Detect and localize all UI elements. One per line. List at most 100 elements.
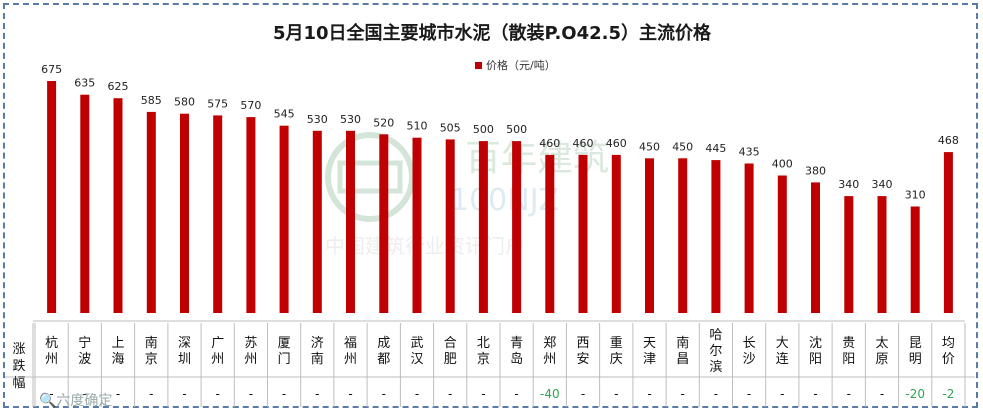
bar-9 xyxy=(346,130,355,313)
change-value-3: - xyxy=(149,387,153,401)
value-label-4: 580 xyxy=(174,96,195,109)
change-value-24: - xyxy=(847,387,851,401)
bar-1 xyxy=(80,94,90,313)
bar-11 xyxy=(412,137,422,313)
bar-24 xyxy=(844,196,854,313)
change-value-16: - xyxy=(581,387,585,401)
value-label-21: 435 xyxy=(739,146,760,159)
change-value-18: - xyxy=(647,387,651,401)
value-label-25: 340 xyxy=(872,178,893,191)
bar-0 xyxy=(47,81,57,313)
category-label-12: 合肥 xyxy=(444,336,457,367)
category-label-27: 均价 xyxy=(942,336,955,367)
category-label-20: 哈尔滨 xyxy=(709,328,722,375)
value-label-10: 520 xyxy=(373,116,394,129)
change-value-21: - xyxy=(747,387,751,401)
change-value-27: -2 xyxy=(942,387,954,401)
value-label-6: 570 xyxy=(240,99,261,112)
category-label-18: 天津 xyxy=(643,336,656,367)
change-row-label: 涨跌幅 xyxy=(12,342,25,391)
category-label-15: 郑州 xyxy=(543,336,556,367)
change-value-22: - xyxy=(780,387,784,401)
change-value-17: - xyxy=(614,387,618,401)
price-bar-chart: 5月10日全国主要城市水泥（散装P.O42.5）主流价格 价格（元/吨） 百年建… xyxy=(5,22,975,409)
category-label-25: 太原 xyxy=(875,336,888,367)
change-value-14: - xyxy=(514,387,518,401)
category-label-11: 武汉 xyxy=(410,336,423,367)
category-label-8: 济南 xyxy=(311,336,324,367)
bar-23 xyxy=(811,182,820,313)
category-label-0: 杭州 xyxy=(45,336,58,367)
bar-16 xyxy=(578,154,588,313)
bar-4 xyxy=(180,113,189,313)
change-value-7: - xyxy=(282,387,286,401)
value-label-9: 530 xyxy=(340,113,361,126)
category-label-9: 福州 xyxy=(344,336,357,367)
legend: 价格（元/吨） xyxy=(475,58,556,72)
category-label-23: 沈阳 xyxy=(809,336,822,367)
bar-26 xyxy=(910,206,920,313)
bar-2 xyxy=(113,98,123,313)
change-value-12: - xyxy=(448,387,452,401)
category-label-26: 昆明 xyxy=(909,336,922,367)
change-value-11: - xyxy=(415,387,419,401)
chart-frame: 5月10日全国主要城市水泥（散装P.O42.5）主流价格 价格（元/吨） 百年建… xyxy=(3,3,978,409)
value-label-7: 545 xyxy=(274,108,295,121)
category-label-3: 南京 xyxy=(145,335,158,367)
legend-label: 价格（元/吨） xyxy=(486,58,556,72)
category-label-21: 长沙 xyxy=(743,336,756,367)
bars xyxy=(47,81,953,314)
category-label-16: 西安 xyxy=(576,336,589,367)
svg-text:🔍六度确定: 🔍六度确定 xyxy=(39,391,112,409)
category-label-1: 宁波 xyxy=(78,335,91,367)
bar-21 xyxy=(744,163,754,313)
category-label-13: 北京 xyxy=(477,336,490,367)
category-label-17: 重庆 xyxy=(610,335,623,367)
category-label-5: 广州 xyxy=(211,336,224,367)
bar-17 xyxy=(611,154,621,313)
change-value-9: - xyxy=(348,387,352,401)
category-label-7: 厦门 xyxy=(278,336,291,367)
value-label-16: 460 xyxy=(573,137,594,150)
category-label-4: 深圳 xyxy=(178,336,191,367)
value-label-26: 310 xyxy=(905,189,926,202)
change-value-15: -40 xyxy=(540,387,560,401)
value-label-19: 450 xyxy=(672,140,693,153)
category-label-14: 青岛 xyxy=(510,336,523,367)
change-value-2: - xyxy=(116,387,120,401)
change-value-5: - xyxy=(216,387,220,401)
chart-title: 5月10日全国主要城市水泥（散装P.O42.5）主流价格 xyxy=(273,22,712,44)
bar-13 xyxy=(478,141,488,313)
value-labels: 675 635 625 585 580 575 570 545 530 530 520 510 505 5… xyxy=(41,63,959,202)
value-label-3: 585 xyxy=(141,94,162,107)
value-label-13: 500 xyxy=(473,123,494,136)
bar-22 xyxy=(777,175,787,313)
value-label-17: 460 xyxy=(606,137,627,150)
change-value-0: - xyxy=(49,387,53,401)
bar-6 xyxy=(246,117,256,313)
bar-7 xyxy=(279,125,289,313)
change-value-23: - xyxy=(813,387,817,401)
bar-27 xyxy=(943,152,953,313)
value-label-15: 460 xyxy=(539,137,560,150)
value-label-1: 635 xyxy=(74,77,95,90)
bar-12 xyxy=(445,139,455,313)
category-label-6: 苏州 xyxy=(244,335,257,367)
category-label-22: 大连 xyxy=(776,336,789,367)
value-label-20: 445 xyxy=(705,142,726,155)
change-value-19: - xyxy=(681,387,685,401)
bar-15 xyxy=(545,154,555,313)
bar-3 xyxy=(146,111,156,314)
change-value-6: - xyxy=(249,387,253,401)
footer-logo: 🔍六度确定 xyxy=(39,391,112,409)
value-label-12: 505 xyxy=(440,121,461,134)
value-label-0: 675 xyxy=(41,63,62,76)
bar-5 xyxy=(213,115,223,314)
bar-19 xyxy=(678,158,688,313)
change-value-25: - xyxy=(880,387,884,401)
value-label-23: 380 xyxy=(805,164,826,177)
bar-20 xyxy=(711,160,721,313)
change-value-1: - xyxy=(83,387,87,401)
value-label-11: 510 xyxy=(407,120,428,133)
svg-text:中国建筑行业资讯门户: 中国建筑行业资讯门户 xyxy=(325,234,525,258)
